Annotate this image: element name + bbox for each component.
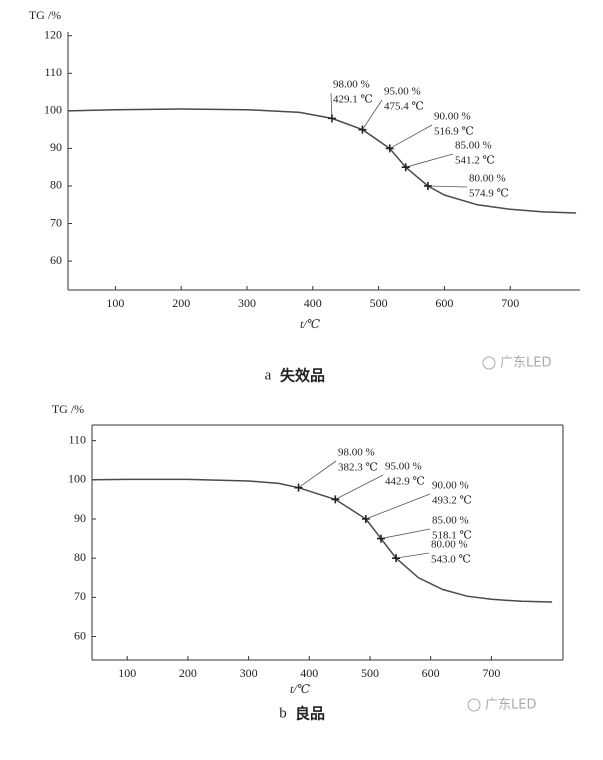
y-tick-label: 100: [68, 472, 86, 486]
x-tick-label: 100: [106, 296, 124, 310]
leader-line: [362, 99, 383, 130]
caption-letter: b: [279, 705, 287, 721]
annotation-temperature: 382.3 ℃: [338, 462, 378, 474]
leader-line: [298, 460, 337, 488]
watermark-icon: [482, 356, 496, 370]
leader-line: [330, 92, 333, 119]
tg-curve: [91, 478, 553, 603]
x-tick-label: 700: [482, 666, 500, 680]
x-axis-label: t/℃: [300, 317, 321, 331]
annotation-percent: 80.00 %: [469, 173, 506, 185]
x-tick-label: 200: [179, 666, 197, 680]
annotation-temperature: 429.1 ℃: [333, 94, 373, 106]
annotation-percent: 95.00 %: [385, 461, 422, 473]
marker: [361, 515, 370, 523]
leader-line: [396, 552, 430, 559]
y-tick-label: 70: [74, 589, 86, 603]
y-tick-label: 80: [74, 550, 86, 564]
y-tick-label: 100: [44, 103, 62, 117]
marker: [294, 483, 303, 492]
annotation-temperature: 543.0 ℃: [431, 554, 471, 566]
annotation-temperature: 541.2 ℃: [455, 155, 495, 167]
leader-line: [365, 493, 431, 520]
y-tick-label: 90: [74, 511, 86, 525]
annotation-percent: 85.00 %: [432, 515, 469, 527]
y-tick-label: 70: [50, 215, 62, 229]
x-tick-label: 500: [361, 666, 379, 680]
annotation-percent: 98.00 %: [338, 447, 375, 459]
marker: [358, 125, 367, 134]
y-axis-label: TG /%: [52, 402, 84, 416]
annotation-temperature: 493.2 ℃: [432, 495, 472, 507]
caption: 良品: [295, 705, 325, 723]
y-tick-label: 90: [50, 140, 62, 154]
marker: [376, 534, 385, 543]
y-tick-label: 60: [50, 253, 62, 267]
marker: [423, 181, 432, 190]
x-tick-label: 300: [240, 666, 258, 680]
annotation-percent: 85.00 %: [455, 140, 492, 152]
marker: [401, 163, 410, 172]
marker: [327, 114, 336, 123]
annotation-percent: 90.00 %: [434, 111, 471, 123]
y-axis-label: TG /%: [29, 8, 61, 22]
y-tick-label: 60: [74, 628, 86, 642]
caption-letter: a: [265, 367, 272, 383]
leader-line: [335, 474, 384, 500]
annotation-percent: 90.00 %: [432, 480, 469, 492]
x-tick-label: 400: [304, 296, 322, 310]
x-tick-label: 100: [118, 666, 136, 680]
x-tick-label: 600: [435, 296, 453, 310]
marker: [392, 554, 401, 563]
annotation-temperature: 516.9 ℃: [434, 126, 474, 138]
annotation-percent: 98.00 %: [333, 79, 370, 91]
watermark-icon: [467, 698, 481, 712]
y-tick-label: 120: [44, 28, 62, 42]
annotation-temperature: 442.9 ℃: [385, 476, 425, 488]
x-tick-label: 500: [370, 296, 388, 310]
leader-line: [380, 528, 431, 539]
x-tick-label: 300: [238, 296, 256, 310]
leader-line: [389, 124, 433, 149]
watermark-a: 广东LED: [482, 356, 551, 371]
watermark-text: 广东LED: [485, 698, 536, 713]
x-tick-label: 700: [501, 296, 519, 310]
y-tick-label: 110: [44, 65, 62, 79]
annotation-temperature: 518.1 ℃: [432, 530, 472, 542]
annotation-temperature: 475.4 ℃: [384, 101, 424, 113]
marker: [385, 144, 394, 153]
y-tick-label: 110: [68, 432, 86, 446]
leader-line: [427, 185, 468, 188]
x-tick-label: 400: [300, 666, 318, 680]
leader-line: [405, 153, 454, 168]
y-tick-label: 80: [50, 178, 62, 192]
watermark-b: 广东LED: [467, 698, 536, 713]
annotation-temperature: 574.9 ℃: [469, 188, 509, 200]
caption: 失效品: [280, 367, 325, 385]
x-tick-label: 200: [172, 296, 190, 310]
annotation-percent: 95.00 %: [384, 86, 421, 98]
x-tick-label: 600: [422, 666, 440, 680]
marker: [331, 495, 340, 504]
annotation-percent: 80.00 %: [431, 539, 468, 551]
watermark-text: 广东LED: [500, 356, 551, 371]
x-axis-label: t/℃: [290, 682, 311, 696]
